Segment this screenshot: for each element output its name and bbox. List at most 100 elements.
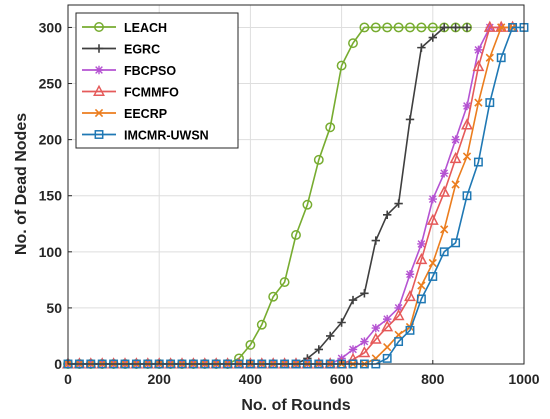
data-point-egrc [383, 210, 392, 219]
legend-label: IMCMR-UWSN [124, 129, 209, 143]
x-tick-label: 400 [239, 371, 263, 387]
legend-marker [94, 44, 104, 53]
legend-item-leach: LEACH [82, 21, 167, 35]
data-point-fcmmfo [381, 320, 394, 332]
data-point-leach [393, 22, 404, 33]
legend-label: FBCPSO [124, 64, 176, 78]
data-point-eecrp [383, 343, 392, 352]
legend-marker [94, 130, 104, 139]
axis-ticks: 0 200 400 600 800 1000 0 50 100 150 200 250 300 [39, 19, 540, 387]
x-tick-label: 0 [64, 371, 72, 387]
plot-frame [67, 4, 525, 365]
legend-marker [93, 84, 105, 96]
data-point-fbcpso [348, 345, 358, 354]
x-tick-label: 200 [148, 371, 172, 387]
data-point-egrc [314, 345, 323, 354]
data-point-leach [268, 291, 279, 302]
data-point-fcmmfo [404, 289, 416, 302]
data-point-imcmr-uwsn [496, 53, 506, 63]
data-point-egrc [326, 331, 335, 341]
data-point-imcmr-uwsn [416, 294, 426, 304]
data-point-egrc [462, 23, 472, 32]
legend-marker [94, 108, 104, 118]
data-point-egrc [428, 33, 437, 42]
legend-item-imcmr-uwsn: IMCMR-UWSN [82, 129, 209, 143]
data-point-egrc [348, 295, 358, 305]
data-point-leach [382, 22, 393, 33]
data-point-eecrp [428, 258, 437, 268]
data-point-leach [348, 38, 358, 49]
legend-item-eecrp: EECRP [82, 107, 167, 121]
legend-item-egrc: EGRC [82, 43, 160, 57]
data-point-imcmr-uwsn [485, 98, 495, 108]
y-tick-label: 100 [39, 244, 63, 260]
x-axis-label: No. of Rounds [241, 397, 350, 414]
x-tick-label: 800 [421, 371, 445, 387]
data-point-fcmmfo [426, 213, 439, 225]
y-axis-label: No. of Dead Nodes [13, 113, 30, 255]
data-point-fbcpso [405, 270, 415, 279]
data-point-leach [336, 60, 347, 71]
data-point-egrc [417, 43, 426, 52]
data-point-leach [256, 319, 267, 330]
data-point-fcmmfo [483, 20, 496, 32]
y-tick-label: 50 [46, 300, 62, 316]
y-tick-label: 250 [39, 76, 63, 92]
data-point-fcmmfo [369, 332, 382, 344]
legend-label: EGRC [124, 43, 160, 57]
data-point-egrc [451, 23, 460, 32]
legend-label: LEACH [124, 21, 167, 35]
data-point-fbcpso [417, 239, 426, 249]
data-point-eecrp [451, 180, 460, 189]
data-point-imcmr-uwsn [382, 353, 392, 363]
data-point-imcmr-uwsn [451, 238, 461, 248]
x-tick-label: 600 [330, 371, 354, 387]
data-point-fcmmfo [415, 252, 428, 265]
data-point-imcmr-uwsn [508, 22, 518, 32]
data-point-egrc [394, 199, 403, 208]
data-point-leach [427, 22, 438, 33]
data-point-fbcpso [428, 194, 437, 204]
legend-label: FCMMFO [124, 86, 179, 100]
data-point-imcmr-uwsn [405, 325, 415, 335]
data-point-fbcpso [474, 45, 483, 55]
data-point-fbcpso [360, 337, 369, 346]
legend-marker [94, 22, 104, 32]
data-point-leach [279, 277, 290, 288]
data-point-leach [313, 154, 324, 165]
data-point-fbcpso [383, 314, 392, 324]
data-point-fcmmfo [472, 59, 485, 72]
data-point-egrc [371, 236, 380, 245]
legend-marker [94, 65, 104, 75]
data-point-leach [405, 22, 415, 33]
data-point-leach [302, 199, 313, 210]
data-point-imcmr-uwsn [439, 247, 449, 257]
data-point-egrc [405, 115, 415, 124]
legend-box [75, 12, 239, 149]
data-point-egrc [440, 23, 449, 32]
data-point-fcmmfo [392, 308, 405, 321]
data-point-leach [359, 22, 370, 33]
data-point-fcmmfo [449, 151, 462, 164]
data-point-leach [291, 230, 301, 240]
y-tick-label: 150 [39, 188, 63, 204]
y-tick-label: 200 [39, 132, 63, 148]
data-point-fbcpso [451, 135, 460, 144]
data-point-eecrp [417, 281, 426, 290]
data-point-imcmr-uwsn [473, 157, 483, 167]
data-point-imcmr-uwsn [428, 272, 438, 281]
data-point-leach [416, 22, 427, 33]
data-point-fcmmfo [358, 345, 371, 358]
x-tick-label: 1000 [508, 371, 539, 387]
data-point-egrc [337, 318, 346, 327]
legend: LEACH EGRC FBCPSO FCMMFO EECRP IMCMR-UWSN [75, 12, 239, 149]
y-tick-label: 0 [54, 356, 62, 372]
data-point-fbcpso [371, 323, 380, 333]
data-point-fbcpso [394, 303, 403, 313]
data-point-imcmr-uwsn [462, 191, 472, 201]
data-point-egrc [360, 289, 369, 298]
legend-item-fbcpso: FBCPSO [82, 64, 176, 78]
data-point-fbcpso [462, 101, 472, 111]
data-point-eecrp [485, 53, 494, 62]
